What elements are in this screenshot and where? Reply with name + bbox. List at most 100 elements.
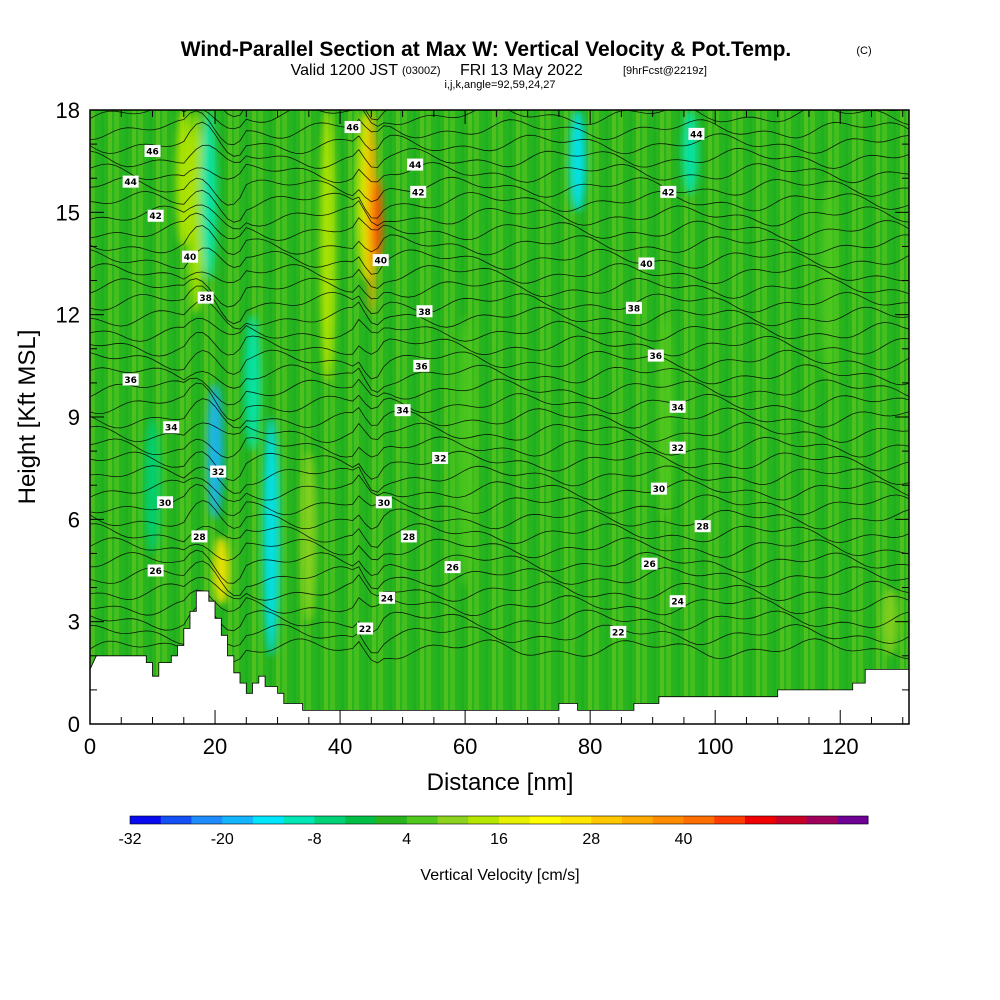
contour-label: 44 — [122, 175, 139, 188]
contour-label-text: 46 — [146, 147, 159, 157]
contour-label-text: 44 — [690, 130, 703, 140]
contour-label: 38 — [625, 301, 642, 314]
theta-contour-line — [90, 604, 909, 634]
contour-label-text: 34 — [671, 403, 684, 413]
x-tick-label: 40 — [328, 734, 352, 759]
y-tick-label: 0 — [68, 712, 80, 737]
contour-label-text: 38 — [199, 294, 212, 304]
contour-label-box — [641, 557, 658, 570]
contour-label: 42 — [410, 185, 427, 198]
contour-label-text: 26 — [149, 567, 162, 577]
theta-contour-line — [90, 574, 909, 602]
velocity-cell — [144, 417, 161, 554]
colorbar: -32 -20 -8 4 16 28 40 — [118, 815, 869, 848]
colorbar-swatch — [591, 816, 623, 824]
contour-label-box — [372, 254, 389, 267]
theta-contour-line — [90, 225, 909, 256]
theta-contour-line — [90, 398, 909, 429]
contour-label: 28 — [694, 520, 711, 533]
contour-label-box — [688, 127, 705, 140]
subtitle-zulu: (0300Z) — [402, 65, 441, 77]
colorbar-tick-label: 4 — [402, 831, 411, 848]
theta-contour-line — [90, 285, 909, 325]
velocity-cell — [300, 451, 317, 622]
theta-contour-line — [90, 364, 909, 393]
contour-label-text: 42 — [412, 188, 425, 198]
x-tick-label: 100 — [697, 734, 734, 759]
theta-contour-line — [90, 200, 909, 230]
contour-label-text: 40 — [640, 260, 653, 270]
colorbar-swatch — [406, 816, 438, 824]
contour-label-box — [669, 595, 686, 608]
theta-contour-line — [90, 162, 909, 184]
terrain-profile — [90, 590, 909, 724]
contour-label-text: 26 — [446, 564, 459, 574]
contour-label-text: 40 — [184, 253, 197, 263]
colorbar-tick-label: 40 — [675, 831, 693, 848]
theta-contour-line — [90, 499, 909, 530]
y-tick-label: 15 — [56, 200, 80, 225]
colorbar-swatch — [806, 816, 838, 824]
x-axis-label: Distance [nm] — [427, 769, 574, 796]
contour-label-box — [144, 144, 161, 157]
velocity-cell — [213, 536, 230, 605]
theta-contour-line — [90, 537, 909, 562]
colorbar-swatch — [745, 816, 777, 824]
contour-label-box — [650, 482, 667, 495]
title-main: Wind-Parallel Section at Max W: Vertical… — [181, 38, 792, 61]
contour-label-box — [669, 400, 686, 413]
colorbar-swatch — [683, 816, 715, 824]
contour-label-text: 36 — [650, 352, 663, 362]
y-tick-label: 9 — [68, 405, 80, 430]
y-tick-label: 18 — [56, 98, 80, 123]
contour-label-text: 36 — [124, 376, 137, 386]
contour-label-text: 28 — [193, 533, 206, 543]
contour-label-text: 22 — [359, 625, 372, 635]
theta-contour-line — [90, 247, 909, 275]
x-tick-label: 60 — [453, 734, 477, 759]
contour-label: 26 — [641, 557, 658, 570]
contour-label: 40 — [182, 250, 199, 263]
contour-label-box — [344, 121, 361, 134]
contour-label: 34 — [669, 400, 686, 413]
x-tick-label: 20 — [203, 734, 227, 759]
theta-contour-line — [90, 277, 909, 308]
theta-contour-line — [90, 377, 909, 406]
contour-label-box — [647, 349, 664, 362]
contour-label: 28 — [400, 530, 417, 543]
contour-label: 44 — [407, 158, 424, 171]
contour-label-text: 46 — [346, 124, 359, 134]
contour-label-text: 42 — [149, 212, 162, 222]
theta-contour-line — [90, 589, 909, 617]
contour-label-box — [122, 175, 139, 188]
velocity-cell — [263, 417, 280, 656]
contour-label: 26 — [147, 564, 164, 577]
contour-label-text: 38 — [418, 308, 431, 318]
contour-label: 40 — [372, 254, 389, 267]
contour-label-text: 32 — [212, 468, 225, 478]
contour-label-box — [410, 185, 427, 198]
velocity-cell — [569, 110, 586, 213]
contour-label-box — [432, 451, 449, 464]
contour-label-text: 36 — [415, 362, 428, 372]
theta-contour-line — [90, 300, 909, 330]
theta-contour-line — [90, 560, 909, 596]
colorbar-swatch — [160, 816, 192, 824]
colorbar-tick-label: 28 — [582, 831, 600, 848]
contour-label-text: 28 — [403, 533, 416, 543]
contour-label-box — [157, 496, 174, 509]
contour-label-text: 42 — [662, 188, 675, 198]
contour-label: 32 — [669, 441, 686, 454]
y-tick-label: 6 — [68, 507, 80, 532]
contour-label-box — [638, 257, 655, 270]
theta-contour-line — [90, 263, 909, 289]
contour-label-text: 32 — [671, 444, 684, 454]
colorbar-label: Vertical Velocity [cm/s] — [420, 867, 579, 884]
contour-label: 24 — [669, 595, 686, 608]
contour-label: 40 — [638, 257, 655, 270]
contour-label-box — [147, 564, 164, 577]
colorbar-swatch — [130, 816, 162, 824]
colorbar-tick-label: 16 — [490, 831, 508, 848]
theta-contour-line — [90, 121, 909, 157]
contour-label-box — [444, 561, 461, 574]
